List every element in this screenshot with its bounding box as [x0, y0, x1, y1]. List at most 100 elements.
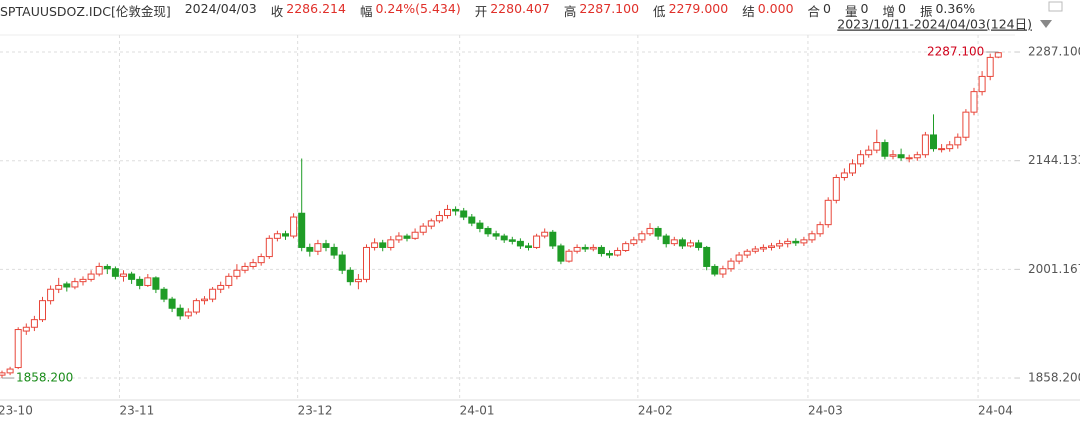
info-label: 振 — [919, 4, 933, 19]
candle-body — [516, 240, 524, 247]
candle-body — [849, 163, 856, 174]
candle-body — [800, 239, 808, 244]
candle-body — [95, 265, 103, 275]
candle-body — [257, 256, 265, 264]
candle-body — [176, 307, 184, 317]
info-value: 0.24%(5.434) — [375, 1, 461, 16]
candle-body — [606, 253, 613, 256]
candle-body — [784, 240, 792, 245]
candle-body — [614, 249, 622, 256]
info-label: 高 — [563, 4, 577, 19]
candle-body — [111, 268, 119, 277]
candle-body — [249, 262, 257, 267]
info-value: 2286.214 — [286, 1, 346, 16]
candle-body — [533, 235, 541, 248]
info-value: 2280.407 — [490, 1, 550, 16]
candle-body — [192, 300, 200, 313]
candle-body — [282, 233, 289, 237]
candle-body — [589, 246, 597, 250]
candle-body — [444, 208, 451, 217]
range-selector[interactable]: 2023/10/11-2024/04/03(124日) — [837, 17, 1032, 32]
candle-body — [476, 222, 484, 229]
candle-body — [703, 246, 711, 267]
candle-body — [314, 243, 322, 252]
candle-body — [678, 239, 686, 247]
info-label: 合 — [807, 4, 821, 19]
x-tick-label: 23-10 — [0, 404, 33, 418]
candle-body — [103, 265, 111, 270]
x-tick-label: 24-02 — [638, 404, 673, 418]
candle-body — [14, 329, 22, 369]
candle-body — [322, 243, 330, 248]
icon — [1048, 1, 1063, 12]
info-item: 结 0.000 — [742, 1, 793, 20]
candle-body — [265, 237, 273, 258]
candle-body — [695, 242, 703, 248]
candle-body — [727, 260, 735, 270]
candle-body — [290, 216, 298, 237]
candle-body — [630, 239, 638, 245]
candle-body — [751, 248, 759, 252]
candle-body — [638, 233, 646, 241]
candle-body — [184, 311, 192, 317]
candle-body — [946, 144, 954, 150]
x-tick-label: 24-04 — [978, 404, 1013, 418]
candle-body — [808, 233, 816, 241]
info-value: 2279.000 — [668, 1, 729, 16]
candle-body — [55, 284, 63, 290]
candle-body — [201, 298, 208, 302]
info-item: 振 0.36% — [920, 1, 975, 20]
candle-body — [816, 224, 824, 235]
candle-body — [557, 245, 565, 262]
candle-body — [573, 246, 581, 252]
info-value: 2287.100 — [579, 1, 640, 16]
candle-body — [670, 239, 678, 245]
candle-body — [241, 265, 249, 271]
annotation: 2287.100 — [927, 45, 984, 59]
info-bar: SPTAUUSDOZ.IDC[伦敦金现] 2024/04/03 收 2286.21… — [0, 1, 975, 20]
candle-body — [160, 288, 168, 300]
y-tick-label: 1858.200 — [1028, 371, 1080, 385]
candle-body — [654, 227, 662, 237]
info-value: 0 — [860, 1, 869, 16]
x-tick-label: 23-12 — [298, 404, 333, 418]
candle-body — [419, 225, 427, 233]
candle-body — [47, 288, 55, 302]
candle-body — [63, 283, 71, 288]
candle-body — [857, 154, 865, 165]
candle-body — [87, 273, 95, 280]
info-item: 幅 0.24%(5.434) — [360, 1, 461, 20]
candle-body — [233, 269, 241, 277]
y-tick-label: 2144.133 — [1028, 153, 1080, 167]
x-tick-label: 24-01 — [460, 404, 495, 418]
candle-body — [792, 240, 800, 244]
candle-body — [22, 326, 30, 332]
candle-body — [921, 134, 929, 156]
candle-body — [411, 231, 419, 239]
candle-body — [273, 233, 281, 239]
candle-body — [484, 227, 492, 235]
candle-body — [687, 242, 694, 247]
info-item: 开 2280.407 — [475, 1, 550, 20]
range-dropdown[interactable] — [1040, 20, 1052, 28]
candle-body — [541, 231, 549, 237]
candle-body — [954, 136, 962, 146]
candle-body — [500, 235, 508, 241]
candle-body — [565, 250, 573, 262]
candle-body — [209, 288, 217, 300]
candle-body — [549, 231, 557, 247]
candle-body — [994, 52, 1002, 58]
candle-body — [978, 75, 986, 93]
candle-body — [136, 278, 144, 286]
candle-body — [865, 149, 873, 156]
candle-body — [395, 235, 403, 241]
candle-body — [330, 246, 338, 256]
x-tick-label: 23-11 — [119, 404, 154, 418]
candle-body — [6, 368, 14, 374]
candle-body — [881, 142, 889, 157]
candle-body — [938, 148, 946, 151]
candle-body — [597, 246, 605, 255]
